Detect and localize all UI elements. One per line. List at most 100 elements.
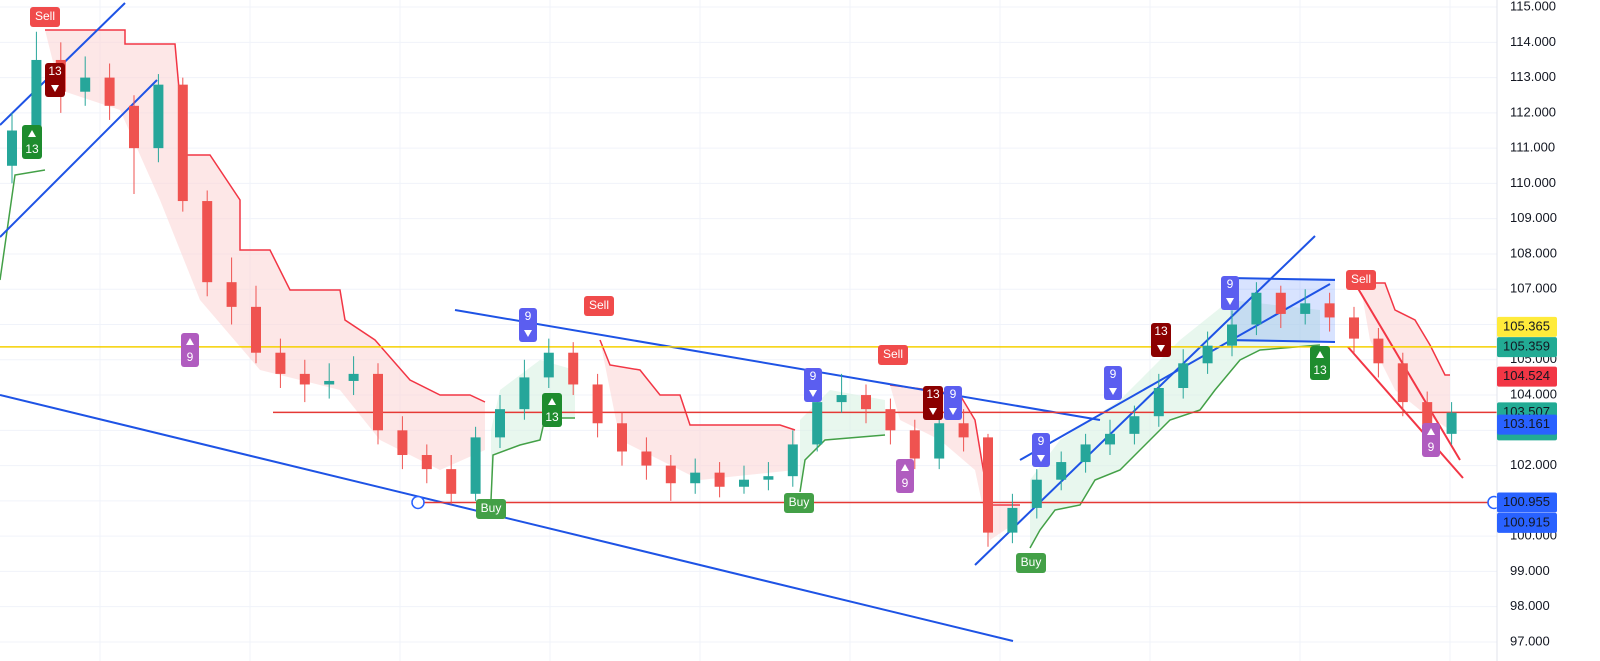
y-tick-label: 109.000	[1510, 210, 1557, 225]
candle-body	[421, 455, 432, 470]
signal-arrow	[1427, 428, 1435, 435]
candle-body	[763, 476, 774, 480]
signal-label: Sell	[883, 347, 903, 361]
y-tick-label: 104.000	[1510, 386, 1557, 401]
candle-body	[1446, 412, 1457, 434]
signal-arrow	[548, 398, 556, 405]
signal-box	[584, 296, 614, 316]
candle-body	[1178, 363, 1189, 388]
supertrend-up	[1029, 344, 1321, 549]
signal-box	[923, 386, 943, 420]
signal-box	[1221, 276, 1239, 310]
signal-arrow	[524, 330, 532, 337]
candle-body	[665, 465, 676, 484]
signal-arrow	[51, 85, 59, 92]
price-tag	[1497, 366, 1557, 387]
candle-body	[641, 451, 652, 466]
candle-body	[739, 479, 749, 487]
candle-body	[568, 352, 579, 385]
candle-body	[983, 437, 993, 533]
signal-label: 13	[926, 387, 940, 401]
candle-body	[31, 59, 42, 131]
signal-box	[45, 63, 65, 97]
y-tick-label: 108.000	[1510, 245, 1557, 260]
signal-box	[784, 493, 814, 513]
supertrend-down	[45, 29, 486, 403]
candle-body	[104, 77, 115, 106]
trend-line	[974, 235, 1316, 566]
candle-body	[129, 105, 139, 149]
y-tick-label: 114.000	[1510, 34, 1556, 49]
trend-line	[0, 394, 1014, 642]
signal-box	[1310, 346, 1330, 380]
signal-box	[804, 368, 822, 402]
signal-arrow	[929, 408, 937, 415]
signal-label: 13	[1313, 363, 1327, 377]
candle-body	[348, 373, 359, 381]
supertrend-fill	[600, 340, 795, 480]
candle-body	[787, 444, 798, 477]
signal-arrow	[1037, 455, 1045, 462]
signal-box	[519, 308, 537, 342]
candle-body	[1153, 387, 1164, 417]
candle-body	[617, 423, 627, 452]
signal-label: Sell	[589, 298, 609, 312]
candle-body	[153, 84, 164, 149]
supertrend-down	[599, 339, 796, 431]
price-tag	[1497, 316, 1557, 337]
candle-body	[446, 469, 457, 494]
price-tag-label: 105.365	[1503, 318, 1550, 333]
candle-body	[861, 395, 871, 410]
signal-label: Buy	[1021, 555, 1042, 569]
signal-label: 9	[1110, 367, 1117, 381]
signal-box	[181, 333, 199, 367]
candle-body	[543, 352, 554, 378]
y-tick-label: 111.000	[1510, 140, 1555, 155]
signal-box	[944, 386, 962, 420]
candle-body	[958, 423, 969, 438]
price-tag-label: 104.524	[1503, 368, 1550, 383]
candle-body	[1080, 444, 1091, 463]
candle-body	[885, 409, 896, 431]
candle-body	[1105, 433, 1115, 445]
candle-body	[324, 380, 335, 385]
candle-body	[1056, 462, 1067, 480]
y-tick-label: 107.000	[1510, 281, 1557, 296]
candle-body	[714, 472, 725, 487]
signal-arrow	[1316, 351, 1324, 358]
candle-body	[1275, 292, 1286, 314]
price-tag-label: 103.161	[1503, 416, 1550, 431]
signal-box	[22, 125, 42, 159]
signal-label: 13	[48, 64, 62, 78]
candle-body	[470, 437, 481, 494]
candle-body	[226, 282, 237, 307]
signal-box	[30, 7, 60, 27]
y-tick-label: 112.000	[1510, 104, 1556, 119]
signal-box	[1422, 423, 1440, 457]
signal-label: 9	[525, 309, 532, 323]
candle-body	[1251, 292, 1262, 325]
candle-body	[373, 373, 383, 431]
trend-line	[1229, 277, 1336, 281]
candle-body	[1202, 345, 1213, 364]
candle-body	[1324, 303, 1335, 318]
signal-label: 9	[950, 387, 957, 401]
signal-label: 9	[902, 476, 909, 490]
candle-body	[202, 201, 213, 283]
price-tag-label: 100.955	[1503, 494, 1550, 509]
y-tick-label: 99.000	[1510, 563, 1550, 578]
candle-body	[80, 77, 91, 92]
candle-body	[519, 377, 530, 410]
trend-line	[454, 309, 1101, 421]
signal-label: Sell	[35, 9, 55, 23]
signal-label: 9	[1227, 277, 1234, 291]
y-tick-label: 97.000	[1510, 633, 1550, 648]
signal-label: 9	[810, 369, 817, 383]
trend-line	[1229, 339, 1336, 343]
supertrend-down	[1360, 282, 1450, 376]
y-tick-label: 113.000	[1510, 69, 1556, 84]
candle-body	[1300, 303, 1311, 314]
signal-arrow	[901, 464, 909, 471]
candle-body	[1129, 416, 1140, 434]
supertrend-up	[0, 169, 46, 281]
